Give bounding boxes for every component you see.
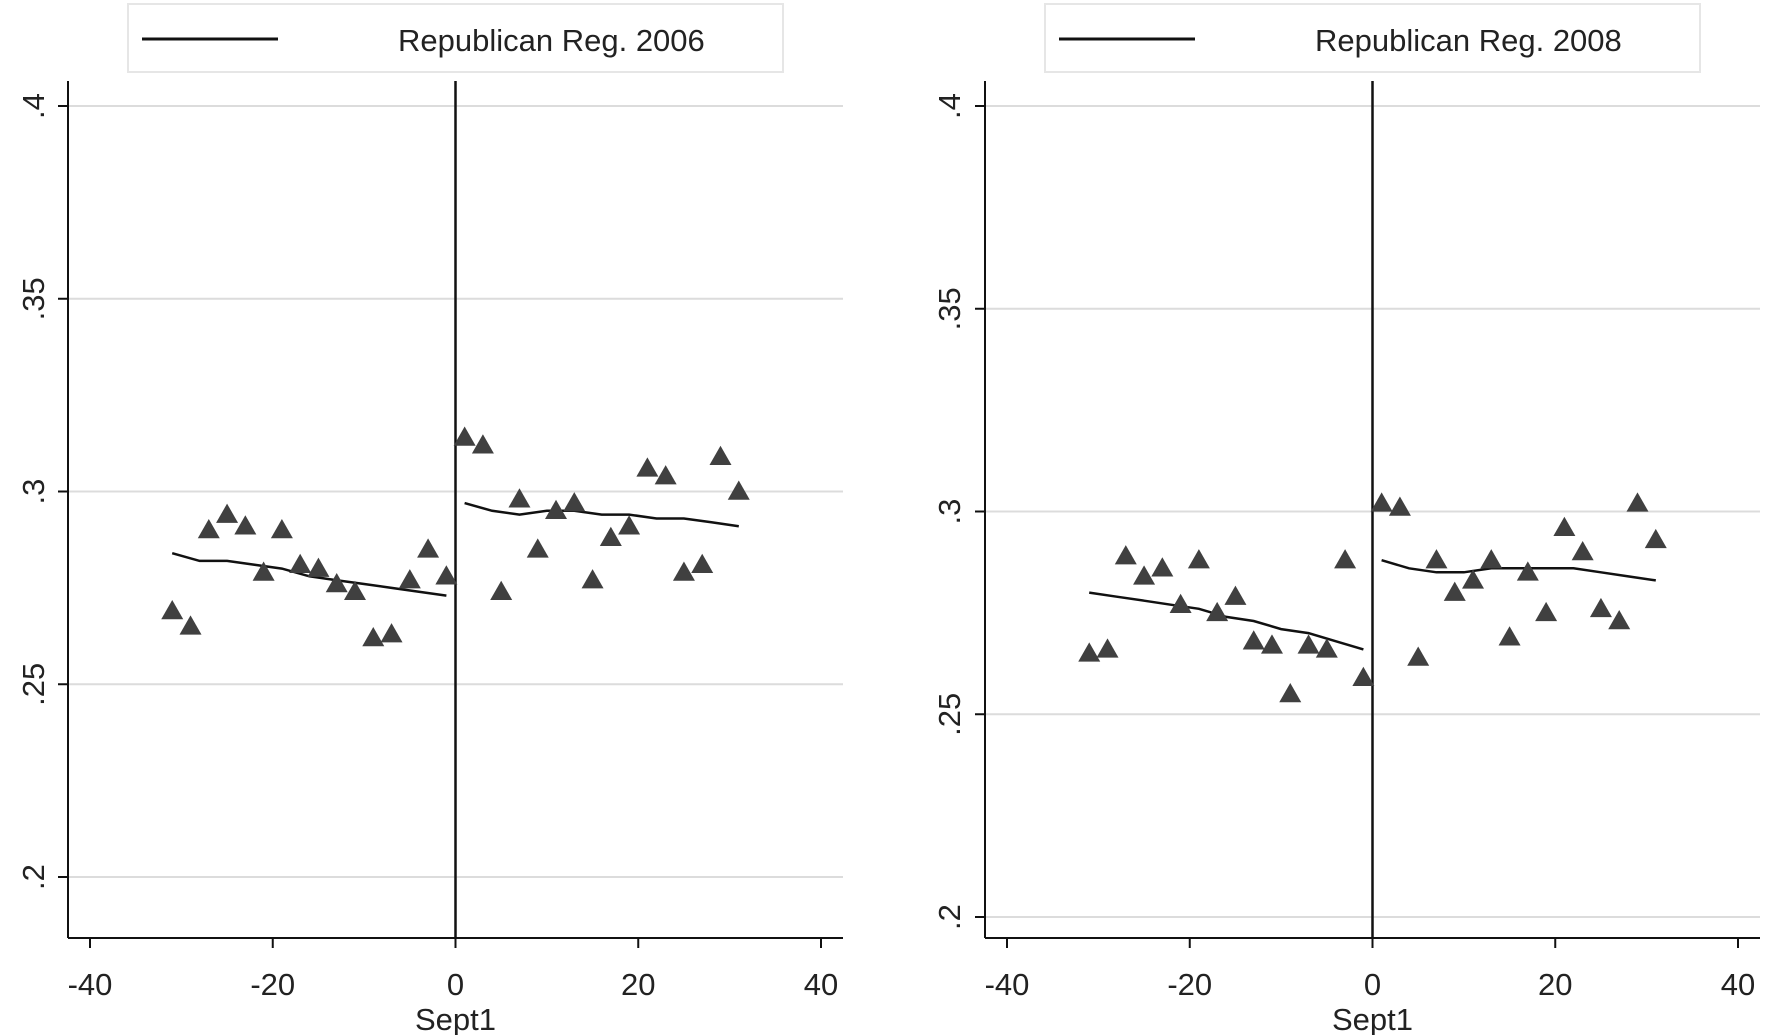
x-tick-label: 40 (804, 967, 838, 1002)
data-point (1516, 561, 1539, 581)
data-point (618, 515, 641, 535)
x-tick-label: -40 (985, 967, 1030, 1002)
data-point (252, 561, 275, 581)
data-point (1206, 601, 1229, 622)
y-tick-label: .25 (932, 693, 967, 736)
data-point (1224, 585, 1247, 605)
data-point (545, 499, 568, 520)
legend-box (1044, 3, 1701, 73)
data-point (1133, 565, 1156, 585)
data-point (1169, 593, 1192, 614)
data-point (343, 580, 366, 600)
data-point (672, 561, 695, 581)
x-axis-title: Sept1 (1332, 1002, 1413, 1035)
x-tick-label: 20 (1538, 967, 1572, 1002)
data-point (289, 553, 312, 573)
x-tick-label: 40 (1721, 967, 1755, 1002)
y-tick-label: .4 (932, 93, 967, 119)
data-point (1480, 549, 1503, 569)
y-tick-label: .2 (932, 904, 967, 930)
data-point (727, 480, 750, 500)
data-point (1589, 597, 1612, 618)
data-point (1279, 682, 1302, 703)
data-point (508, 488, 531, 508)
data-point (471, 434, 494, 454)
data-point (1425, 549, 1448, 569)
x-tick-label: 0 (1364, 967, 1381, 1002)
data-point (234, 515, 257, 535)
data-point (526, 538, 549, 558)
data-point (380, 623, 403, 643)
data-point (1334, 549, 1357, 569)
y-tick-label: .35 (16, 277, 51, 320)
data-point (325, 573, 348, 593)
data-point (1260, 634, 1283, 654)
x-tick-label: -20 (250, 967, 295, 1002)
data-point (270, 519, 293, 539)
data-point (216, 503, 239, 523)
data-point (1443, 581, 1466, 601)
fit-line-right (1381, 559, 1656, 582)
fit-line-right (464, 501, 739, 528)
x-axis-title: Sept1 (415, 1002, 496, 1035)
data-point (1187, 549, 1210, 569)
data-point (197, 519, 220, 539)
data-point (1498, 626, 1521, 646)
x-tick-label: 0 (447, 967, 464, 1002)
data-point (1370, 492, 1393, 512)
data-point (1608, 609, 1631, 630)
data-point (435, 565, 458, 585)
legend-label: Republican Reg. 2006 (398, 23, 705, 58)
legend: Republican Reg. 2006 (127, 3, 784, 73)
y-tick-label: .35 (932, 287, 967, 330)
data-point (1242, 630, 1265, 650)
x-tick-label: 20 (621, 967, 655, 1002)
legend: Republican Reg. 2008 (1044, 3, 1701, 73)
data-point (1535, 601, 1558, 622)
data-point (1297, 634, 1320, 654)
data-point (307, 557, 330, 577)
panel-republican-reg-2008: Republican Reg. 2008 .2 .25 .3 .35 .4 -40 -20 0 2… (932, 3, 1760, 1035)
y-tick-label: .3 (16, 479, 51, 505)
data-point (599, 526, 622, 547)
y-tick-label: .25 (16, 663, 51, 706)
data-point (709, 445, 732, 466)
legend-label: Republican Reg. 2008 (1315, 23, 1622, 58)
data-point (1151, 557, 1174, 577)
data-point (1644, 528, 1667, 549)
data-point (1626, 492, 1649, 512)
y-tick-label: .3 (932, 499, 967, 525)
data-point (417, 538, 440, 558)
data-point (1096, 638, 1119, 658)
data-point (1553, 516, 1576, 536)
x-tick-label: -40 (68, 967, 113, 1002)
data-point (1571, 541, 1594, 561)
data-point (581, 569, 604, 589)
data-point (1114, 545, 1137, 565)
data-point (654, 465, 677, 485)
x-tick-label: -20 (1167, 967, 1212, 1002)
data-point (453, 426, 476, 446)
fit-line-left (1089, 591, 1364, 651)
data-point (636, 457, 659, 477)
data-point (179, 615, 202, 635)
data-point (1352, 666, 1375, 687)
data-point (1388, 496, 1411, 516)
panel-republican-reg-2006: Republican Reg. 2006 .2 .25 .3 .35 .4 -40 -20 0 2… (16, 3, 843, 1035)
data-point (691, 553, 714, 573)
data-point (1078, 642, 1101, 662)
data-point (1407, 646, 1430, 666)
data-point (398, 569, 421, 589)
y-tick-label: .2 (16, 864, 51, 890)
data-point (1462, 569, 1485, 589)
data-point (161, 600, 184, 620)
data-point (563, 492, 586, 512)
data-point (490, 580, 513, 600)
data-point (362, 626, 385, 647)
y-tick-label: .4 (16, 93, 51, 119)
data-point (1315, 638, 1338, 658)
